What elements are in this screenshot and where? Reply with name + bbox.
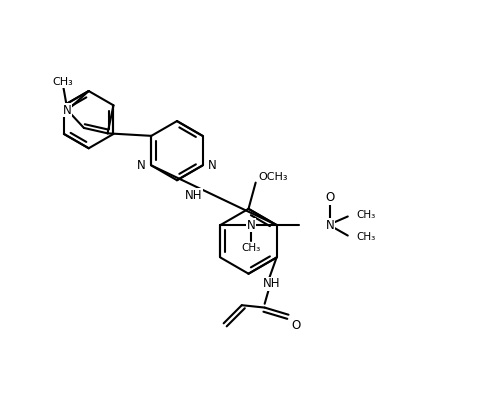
Text: O: O xyxy=(291,319,300,332)
Text: N: N xyxy=(208,159,217,172)
Text: CH₃: CH₃ xyxy=(356,232,375,242)
Text: CH₃: CH₃ xyxy=(242,243,261,253)
Text: O: O xyxy=(326,192,335,204)
Text: N: N xyxy=(326,219,334,231)
Text: N: N xyxy=(137,159,146,172)
Text: NH: NH xyxy=(263,277,281,290)
Text: N: N xyxy=(247,219,256,231)
Text: CH₃: CH₃ xyxy=(53,77,73,87)
Text: OCH₃: OCH₃ xyxy=(258,172,288,182)
Text: CH₃: CH₃ xyxy=(356,210,375,220)
Text: NH: NH xyxy=(184,189,202,202)
Text: N: N xyxy=(63,104,72,117)
